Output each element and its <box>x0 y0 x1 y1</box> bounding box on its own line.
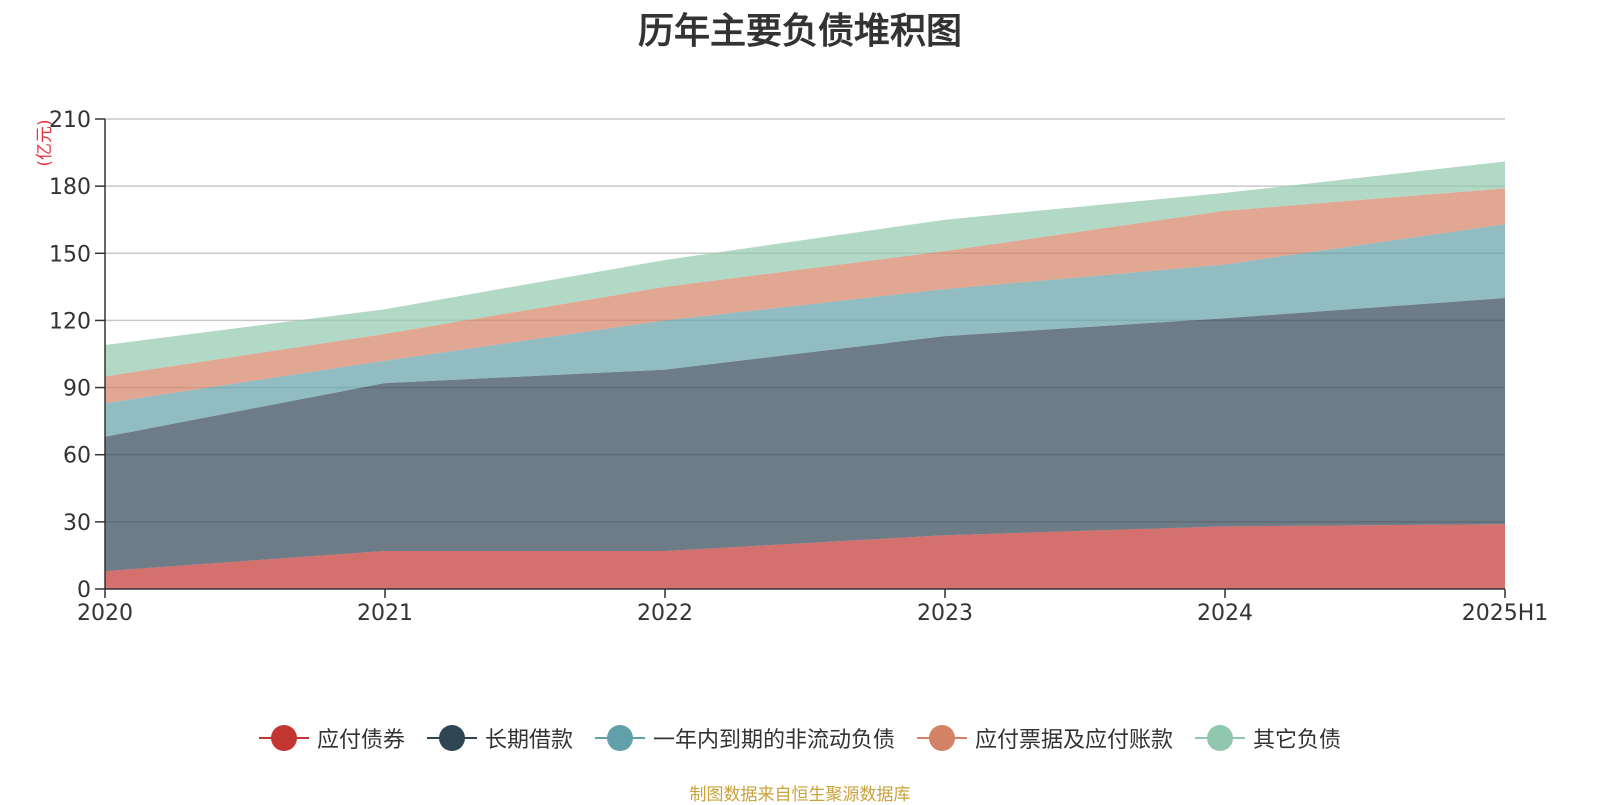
legend-item[interactable]: 其它负债 <box>1195 722 1341 754</box>
x-tick-label: 2020 <box>77 601 133 626</box>
area-series-1 <box>105 524 1505 589</box>
legend-dot <box>270 725 297 751</box>
axes: 0 30 60 90 120 150 180 210 2020 2021 2022 2023 2024 2… <box>49 108 1548 626</box>
legend-item[interactable]: 一年内到期的非流动负债 <box>594 722 895 754</box>
area-series-4 <box>105 188 1505 404</box>
chart-title: 历年主要负债堆积图 <box>637 11 962 52</box>
y-tick-label: 150 <box>49 242 91 267</box>
legend-marker-icon <box>1195 725 1246 751</box>
legend-marker-icon <box>426 725 477 751</box>
legend-dot <box>438 725 465 751</box>
area-series-5 <box>105 161 1505 377</box>
legend-label: 一年内到期的非流动负债 <box>652 728 895 753</box>
x-tick-label: 2025H1 <box>1462 601 1549 626</box>
y-tick-label: 0 <box>77 578 91 603</box>
y-tick-label: 210 <box>49 108 91 133</box>
y-tick-label: 30 <box>63 511 91 536</box>
x-tick-label: 2023 <box>917 601 973 626</box>
area-series-3 <box>105 224 1505 437</box>
y-tick-label: 120 <box>49 309 91 334</box>
y-tick-label: 60 <box>63 444 91 469</box>
y-tick-label: 90 <box>63 377 91 402</box>
legend-item[interactable]: 应付票据及应付账款 <box>917 722 1173 754</box>
x-tick-label: 2021 <box>357 601 413 626</box>
legend-marker-icon <box>917 725 967 751</box>
legend-label: 其它负债 <box>1253 728 1342 753</box>
chart-legend: 应付债券 长期借款 一年内到期的非流动负债 应付票据及应付账款 其它负债 <box>0 720 1600 756</box>
legend-dot <box>929 725 955 751</box>
y-tick-label: 180 <box>49 175 91 200</box>
legend-marker-icon <box>258 725 309 751</box>
legend-item[interactable]: 长期借款 <box>426 722 573 754</box>
legend-label: 应付票据及应付账款 <box>975 728 1174 753</box>
data-source-note: 制图数据来自恒生聚源数据库 <box>689 785 911 805</box>
legend-label: 应付债券 <box>316 728 405 753</box>
legend-label: 长期借款 <box>484 728 573 753</box>
stacked-area-chart: 0 30 60 90 120 150 180 210 2020 2021 2022 2023 2024 2… <box>35 108 1548 626</box>
legend-dot <box>606 725 633 751</box>
y-axis-unit-label: (亿元) <box>35 119 55 166</box>
legend-marker-icon <box>594 725 645 751</box>
x-tick-label: 2022 <box>637 601 693 626</box>
area-series <box>105 161 1505 589</box>
area-series-2 <box>105 298 1505 572</box>
x-tick-label: 2024 <box>1197 601 1253 626</box>
legend-dot <box>1207 725 1234 751</box>
legend-item[interactable]: 应付债券 <box>258 722 405 754</box>
